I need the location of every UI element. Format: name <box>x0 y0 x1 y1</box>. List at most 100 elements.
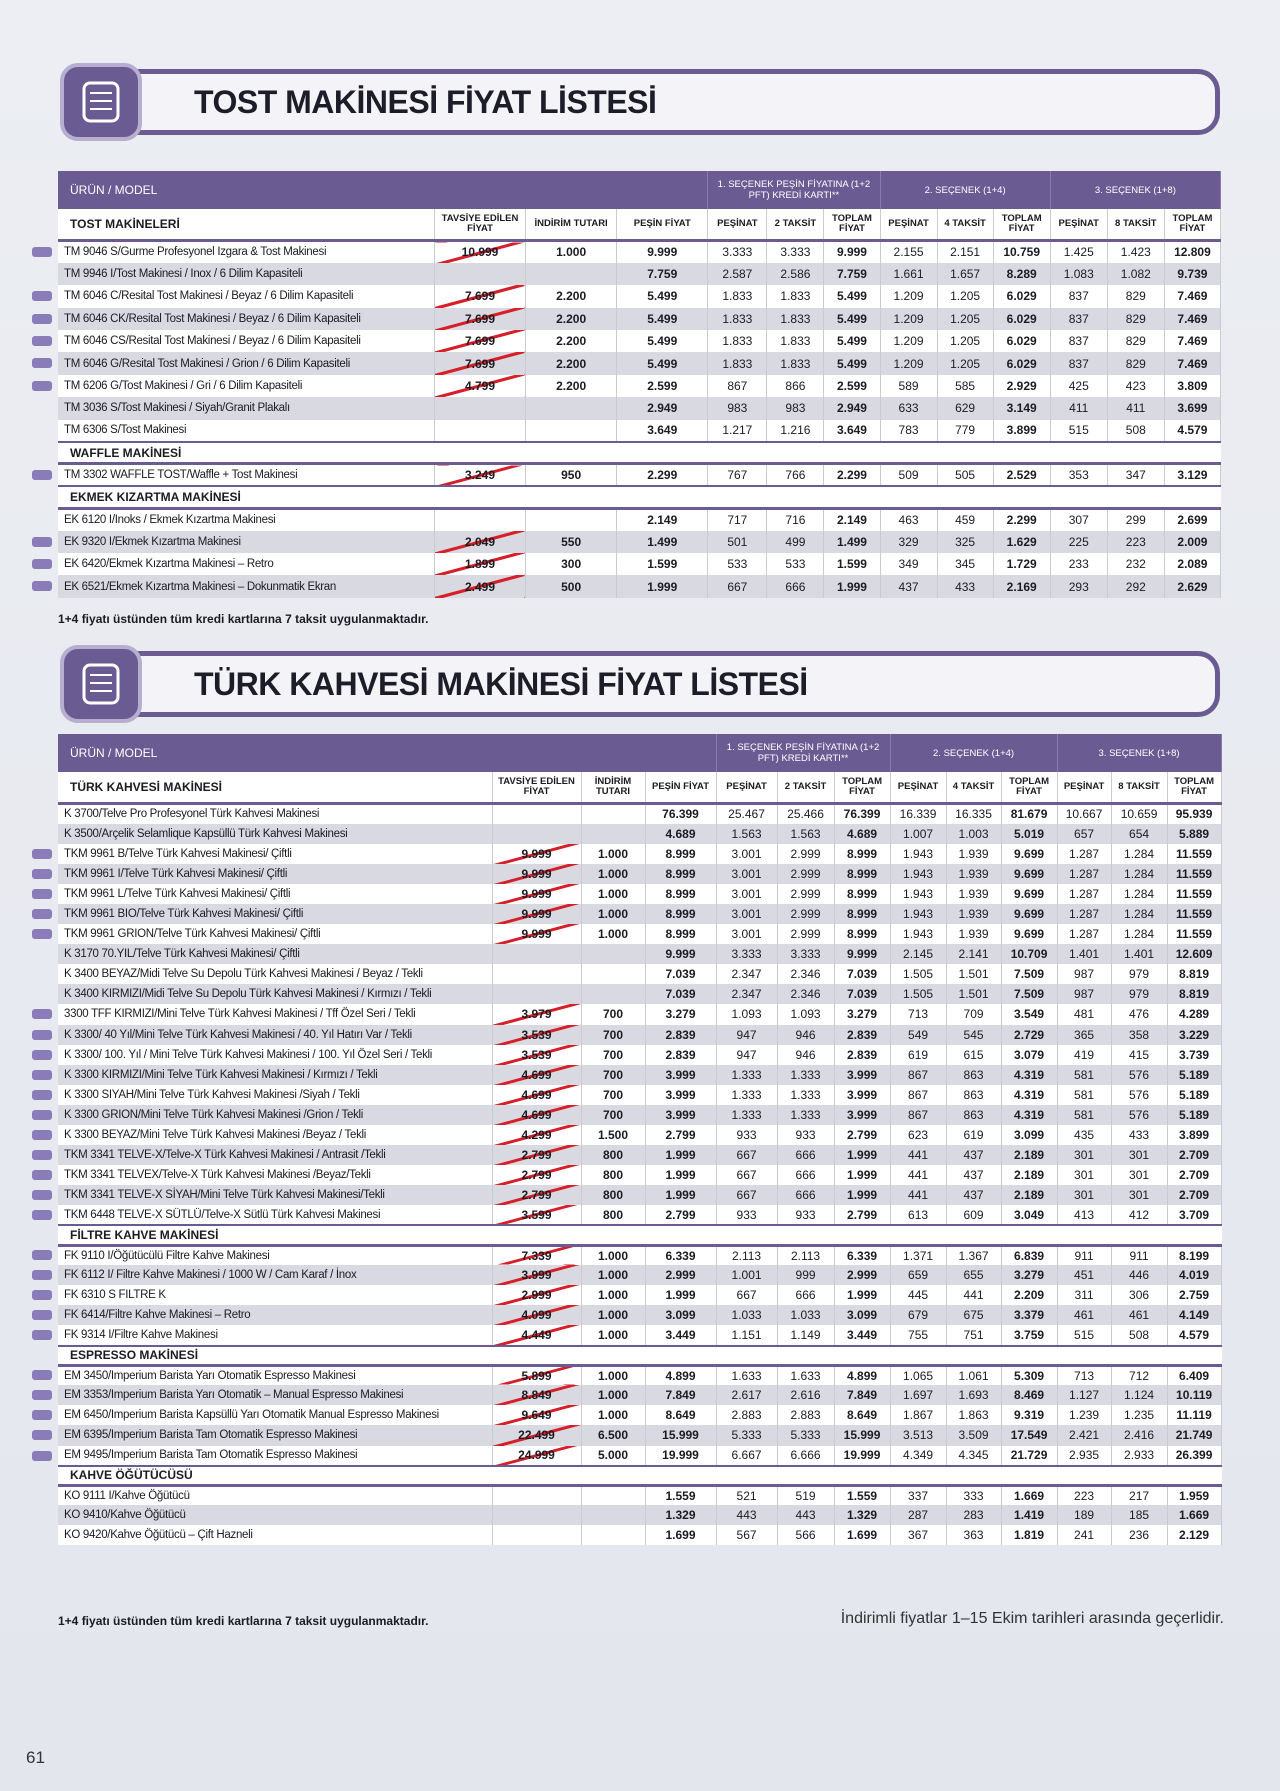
price-cell: 712 <box>1111 1365 1168 1386</box>
recommended-price: 24.999 <box>492 1445 582 1466</box>
price-cell: 2.699 <box>1164 508 1222 531</box>
product-row: TM 6046 C/Resital Tost Makinesi / Beyaz … <box>58 285 1222 308</box>
price-cell: 425 <box>1050 374 1108 398</box>
price-cell: 911 <box>1057 1245 1112 1266</box>
recommended-price: 4.299 <box>492 1125 582 1146</box>
price-cell: 983 <box>766 397 825 420</box>
model-cell: TKM 9961 I/Telve Türk Kahvesi Makinesi/ … <box>58 863 493 884</box>
price-cell: 1.284 <box>1111 903 1168 925</box>
column-header: PEŞİNAT <box>1057 772 1112 805</box>
price-cell: 1.287 <box>1057 863 1112 884</box>
price-cell: 461 <box>1111 1305 1168 1326</box>
price-cell: 2.587 <box>707 262 768 286</box>
price-cell: 3.049 <box>1001 1205 1058 1226</box>
model-cell: TM 6046 C/Resital Tost Makinesi / Beyaz … <box>58 285 435 308</box>
price-cell: 185 <box>1111 1505 1168 1526</box>
brand-badge <box>32 581 52 592</box>
price-cell: 947 <box>716 1024 778 1045</box>
recommended-price: 9.999 <box>492 843 582 864</box>
recommended-price: 2.799 <box>492 1185 582 1206</box>
price-cell: 2.999 <box>834 1265 891 1286</box>
product-row: EK 9320 I/Ekmek Kızartma Makinesi 2.049 55… <box>58 530 1222 553</box>
price-cell: 5.499 <box>823 285 881 308</box>
column-header: TOPLAM FİYAT <box>1164 209 1222 242</box>
recommended-price: 4.449 <box>492 1325 582 1346</box>
brand-badge <box>32 246 52 257</box>
group-name: TÜRK KAHVESİ MAKİNESİ <box>58 772 493 805</box>
price-cell: 2.200 <box>525 285 618 308</box>
price-cell: 499 <box>766 530 825 553</box>
price-cell: 3.099 <box>834 1305 891 1326</box>
price-cell: 713 <box>1057 1365 1112 1386</box>
price-cell <box>581 1525 646 1546</box>
product-row: TM 9046 S/Gurme Profesyonel Izgara & Tos… <box>58 240 1222 263</box>
price-cell: 700 <box>581 1044 646 1065</box>
price-cell: 2.113 <box>716 1245 778 1266</box>
price-cell: 1.217 <box>707 419 768 443</box>
brand-badge <box>32 558 52 569</box>
price-cell: 1.669 <box>1001 1485 1058 1506</box>
price-cell: 581 <box>1057 1084 1112 1105</box>
price-cell <box>581 823 646 844</box>
recommended-price: 9.999 <box>492 883 582 904</box>
column-header: TAVSİYE EDİLEN FİYAT <box>434 209 527 242</box>
price-cell: 1.559 <box>834 1485 891 1506</box>
model-code: EK 9320 I <box>64 535 112 548</box>
model-cell: EM 6450/Imperium Barista Kapsüllü Yarı O… <box>58 1405 493 1426</box>
price-cell: 2.200 <box>525 330 618 353</box>
price-cell: 679 <box>890 1305 947 1326</box>
model-code: K 3400 KIRMIZI <box>64 988 142 1001</box>
recommended-price: 2.799 <box>492 1165 582 1186</box>
price-cell: 9.699 <box>1001 843 1058 864</box>
product-row: TKM 3341 TELVEX/Telve-X Türk Kahvesi Mak… <box>58 1165 1222 1186</box>
price-cell: 1.333 <box>777 1064 835 1085</box>
price-cell: 349 <box>880 552 938 576</box>
price-cell: 7.759 <box>616 262 709 286</box>
price-cell: 609 <box>946 1205 1002 1226</box>
price-cell: 1.999 <box>616 575 709 598</box>
column-header: PEŞİNAT <box>890 772 947 805</box>
price-cell: 4.579 <box>1164 419 1222 443</box>
recommended-price <box>492 1485 582 1506</box>
price-cell: 1.401 <box>1111 944 1168 965</box>
model-code: K 3700 <box>64 808 99 821</box>
price-cell: 867 <box>890 1084 947 1105</box>
price-cell: 8.999 <box>645 924 717 945</box>
recommended-price: 9.999 <box>492 863 582 884</box>
price-cell: 333 <box>946 1485 1002 1506</box>
model-cell: TKM 3341 TELVE-X/Telve-X Türk Kahvesi Ma… <box>58 1145 493 1166</box>
price-cell: 441 <box>890 1145 947 1166</box>
model-description: /Midi Telve Su Depolu Türk Kahvesi Makin… <box>141 988 432 1001</box>
price-cell: 76.399 <box>834 803 891 824</box>
model-description: /Imperium Barista Yarı Otomatik Espresso… <box>107 1369 356 1382</box>
price-cell: 837 <box>1050 307 1108 331</box>
price-cell: 433 <box>1111 1125 1168 1146</box>
product-row: TKM 6448 TELVE-X SÜTLÜ/Telve-X Sütlü Tür… <box>58 1205 1222 1226</box>
price-cell: 3.279 <box>1001 1265 1058 1286</box>
price-cell: 2.999 <box>777 883 835 904</box>
price-cell: 1.205 <box>937 352 994 375</box>
price-cell: 549 <box>890 1024 947 1045</box>
price-cell: 7.469 <box>1164 330 1222 353</box>
price-cell: 2.599 <box>616 374 709 398</box>
price-cell: 623 <box>890 1125 947 1146</box>
price-cell: 413 <box>1057 1205 1112 1226</box>
section-icon <box>60 645 142 723</box>
price-cell: 1.124 <box>1111 1385 1168 1406</box>
price-cell: 2.935 <box>1057 1445 1112 1466</box>
price-cell: 6.666 <box>777 1445 835 1466</box>
option-header: 2. SEÇENEK (1+4) <box>880 171 1051 209</box>
price-cell: 445 <box>890 1285 947 1306</box>
price-cell: 1.205 <box>937 285 994 308</box>
model-code: TM 6206 G <box>64 380 119 393</box>
price-cell: 1.287 <box>1057 903 1112 925</box>
price-cell: 1.000 <box>581 1385 646 1406</box>
price-cell: 1.329 <box>645 1505 717 1526</box>
price-cell: 443 <box>777 1505 835 1526</box>
price-cell: 435 <box>1057 1125 1112 1146</box>
price-cell: 189 <box>1057 1505 1112 1526</box>
recommended-price: 4.799 <box>434 374 527 398</box>
brand-badge <box>32 1150 52 1161</box>
price-cell: 800 <box>581 1205 646 1226</box>
price-cell: 299 <box>1107 508 1165 531</box>
